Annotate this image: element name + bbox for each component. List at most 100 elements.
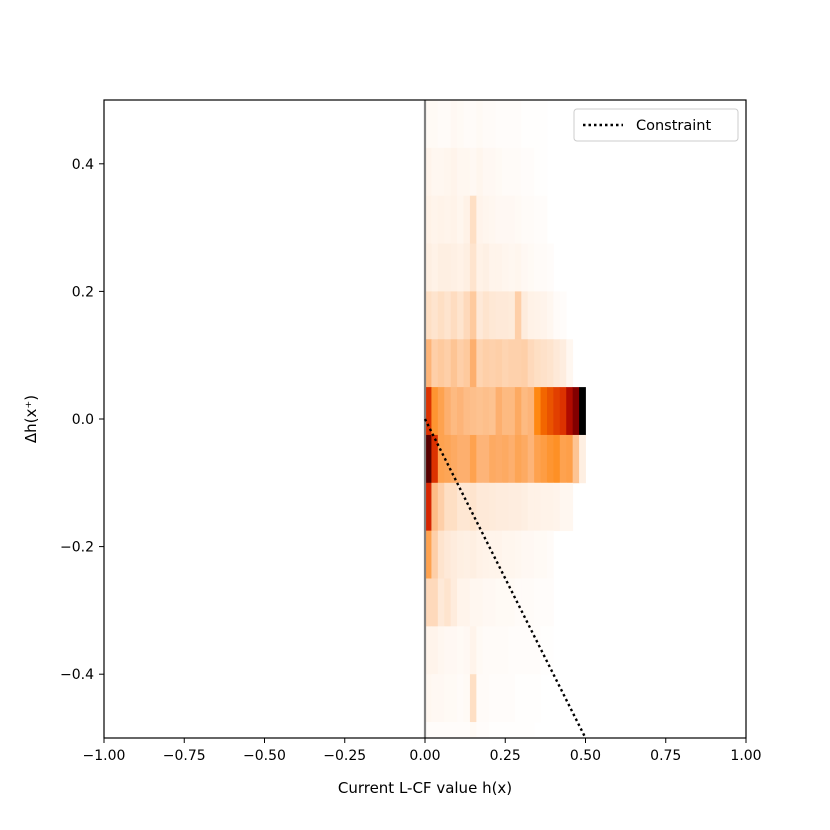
heatmap-cell <box>540 147 548 197</box>
heatmap-cell <box>489 147 497 197</box>
heatmap-cell <box>559 387 567 436</box>
heatmap-cell <box>534 626 541 675</box>
x-tick-label: −0.75 <box>163 748 206 764</box>
heatmap-cell <box>534 482 541 532</box>
heatmap-cell <box>540 195 548 244</box>
heatmap-cell <box>489 387 497 436</box>
heatmap-cell <box>450 100 458 149</box>
heatmap-cell <box>482 243 490 292</box>
heatmap-cell <box>431 100 439 149</box>
heatmap-cell <box>502 147 509 197</box>
heatmap-cell <box>495 243 503 292</box>
heatmap-cell <box>450 674 458 723</box>
heatmap-cell <box>502 291 509 340</box>
heatmap-cell <box>572 434 580 484</box>
heatmap-cell <box>469 147 477 197</box>
heatmap-cell <box>482 434 490 484</box>
heatmap-cell <box>502 674 509 723</box>
heatmap-cell <box>521 100 529 149</box>
heatmap-cell <box>514 722 522 739</box>
heatmap-cell <box>425 626 432 675</box>
heatmap-cell <box>444 578 452 627</box>
heatmap-cell <box>540 387 548 436</box>
heatmap-cell <box>502 530 509 579</box>
heatmap-cell <box>521 722 529 739</box>
x-tick-label: −1.00 <box>83 748 126 764</box>
constraint-line <box>423 418 587 739</box>
heatmap-cell <box>463 434 471 484</box>
heatmap-cell <box>495 482 503 532</box>
heatmap-cell <box>457 100 464 149</box>
heatmap-cell <box>527 722 535 739</box>
heatmap-cell <box>482 722 490 739</box>
heatmap-cell <box>476 291 484 340</box>
heatmap-cell <box>444 243 452 292</box>
heatmap-cell <box>437 482 445 532</box>
heatmap-cell <box>482 147 490 197</box>
heatmap-cell <box>508 626 516 675</box>
heatmap-cell <box>508 243 516 292</box>
heatmap-cell <box>450 243 458 292</box>
heatmap-cell <box>502 722 509 739</box>
x-axis-title: Current L-CF value h(x) <box>338 779 512 797</box>
heatmap-cell <box>469 339 477 388</box>
heatmap-cell <box>450 482 458 532</box>
heatmap-cell <box>450 195 458 244</box>
heatmap-cell <box>476 243 484 292</box>
y-tick-label: 0.4 <box>72 157 94 173</box>
x-axis-ticks: −1.00 −0.75 −0.50 −0.25 0.00 0.25 0.50 0.75 1.00 <box>83 738 762 764</box>
heatmap-cell <box>457 626 464 675</box>
heatmap-cell <box>457 722 464 739</box>
heatmap-cell <box>437 674 445 723</box>
heatmap-cell <box>514 482 522 532</box>
heatmap-cell <box>527 195 535 244</box>
heatmap-cell <box>566 482 574 532</box>
heatmap-cell <box>502 434 509 484</box>
heatmap-cell <box>502 243 509 292</box>
heatmap-cell <box>559 339 567 388</box>
heatmap-cell <box>457 291 464 340</box>
heatmap-cell <box>457 578 464 627</box>
heatmap-cell <box>540 100 548 149</box>
heatmap-cell <box>463 195 471 244</box>
heatmap-cell <box>469 387 477 436</box>
heatmap-cell <box>489 722 497 739</box>
heatmap-cell <box>463 530 471 579</box>
heatmap-cell <box>431 291 439 340</box>
heatmap-cell <box>444 530 452 579</box>
heatmap-cell <box>508 147 516 197</box>
heatmap-cell <box>566 387 574 436</box>
heatmap-cell <box>540 530 548 579</box>
heatmap-cell <box>431 387 439 436</box>
heatmap-cell <box>469 578 477 627</box>
heatmap-cell <box>476 626 484 675</box>
heatmap-cell <box>476 339 484 388</box>
heatmap-cell <box>527 100 535 149</box>
heatmap-cell <box>527 482 535 532</box>
heatmap-cell <box>534 147 541 197</box>
heatmap-cell <box>546 339 554 388</box>
heatmap-cell <box>450 434 458 484</box>
heatmap-cell <box>469 100 477 149</box>
heatmap-cell <box>527 243 535 292</box>
heatmap-cell <box>482 626 490 675</box>
heatmap-cell <box>521 339 529 388</box>
heatmap-cell <box>502 578 509 627</box>
heatmap-cell <box>495 434 503 484</box>
heatmap-cell <box>444 626 452 675</box>
heatmap-cell <box>521 387 529 436</box>
heatmap-cell <box>502 626 509 675</box>
heatmap-cell <box>469 722 477 739</box>
heatmap-cell <box>521 578 529 627</box>
x-tick-label: 1.00 <box>730 748 761 764</box>
heatmap-cell <box>450 626 458 675</box>
heatmap-cell <box>514 339 522 388</box>
heatmap-cell <box>469 626 477 675</box>
heatmap-cell <box>457 195 464 244</box>
heatmap-cell <box>431 339 439 388</box>
heatmap-cell <box>476 674 484 723</box>
heatmap-cell <box>450 578 458 627</box>
heatmap-cell <box>425 674 432 723</box>
heatmap-cell <box>425 195 432 244</box>
heatmap-cell <box>425 387 432 436</box>
